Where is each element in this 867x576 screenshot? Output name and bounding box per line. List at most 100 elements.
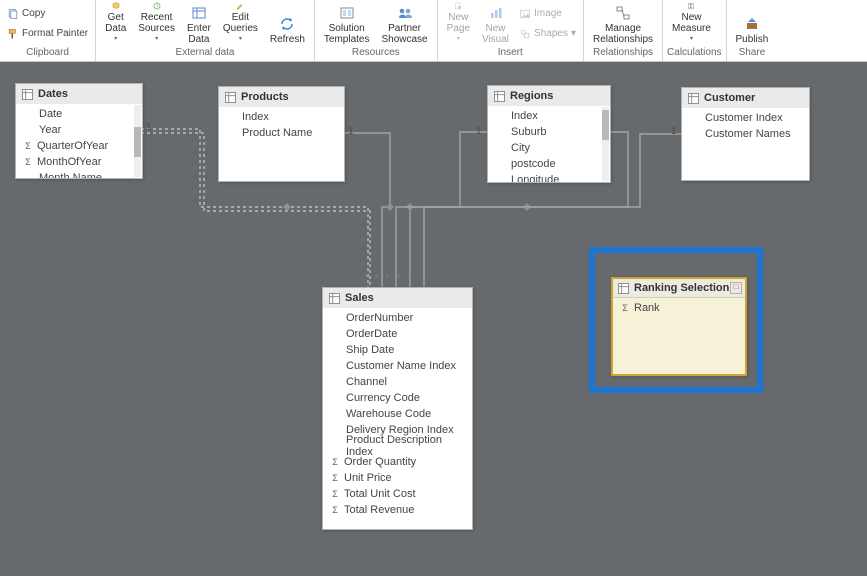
scrollbar[interactable]	[134, 105, 141, 177]
manage-relationships-button[interactable]: Manage Relationships	[588, 0, 658, 45]
field-row[interactable]: QuarterOfYear	[16, 138, 142, 154]
table-icon	[688, 93, 699, 104]
field-row[interactable]: Warehouse Code	[323, 406, 472, 422]
field-row[interactable]: Unit Price	[323, 470, 472, 486]
field-row[interactable]: Index	[488, 108, 610, 124]
recent-sources-button[interactable]: Recent Sources▾	[133, 0, 180, 45]
table-header[interactable]: Customer	[682, 88, 809, 108]
field-row[interactable]: Year	[16, 122, 142, 138]
field-name: Total Unit Cost	[342, 488, 416, 500]
table-ranking-selection[interactable]: Ranking Selection □ Rank	[611, 277, 747, 376]
table-customer[interactable]: Customer Customer IndexCustomer Names	[681, 87, 810, 181]
field-row[interactable]: Customer Name Index	[323, 358, 472, 374]
enter-data-button[interactable]: Enter Data	[182, 0, 216, 45]
field-row[interactable]: Customer Names	[682, 126, 809, 142]
maximize-icon[interactable]: □	[730, 282, 742, 294]
partner-showcase-icon	[397, 5, 413, 21]
field-row[interactable]: Month Name	[16, 170, 142, 178]
field-row[interactable]: Channel	[323, 374, 472, 390]
scrollbar[interactable]	[602, 107, 609, 181]
new-page-label: New Page	[447, 12, 470, 34]
field-row[interactable]: Product Description Index	[323, 438, 472, 454]
field-row[interactable]: postcode	[488, 156, 610, 172]
table-header[interactable]: Dates	[16, 84, 142, 104]
publish-button[interactable]: Publish	[731, 0, 774, 45]
solution-templates-button[interactable]: Solution Templates	[319, 0, 375, 45]
table-regions[interactable]: Regions IndexSuburbCitypostcode Longitude	[487, 85, 611, 183]
table-title: Sales	[345, 292, 374, 304]
ribbon-group-relationships: Manage Relationships Relationships	[584, 0, 663, 61]
table-icon	[494, 91, 505, 102]
manage-relationships-icon	[615, 5, 631, 21]
field-row[interactable]: MonthOfYear	[16, 154, 142, 170]
field-name: Total Revenue	[342, 504, 414, 516]
group-label-resources: Resources	[319, 45, 433, 61]
get-data-icon	[108, 2, 124, 10]
field-row[interactable]: City	[488, 140, 610, 156]
new-visual-icon	[488, 5, 504, 21]
table-sales[interactable]: Sales OrderNumberOrderDateShip DateCusto…	[322, 287, 473, 530]
field-row[interactable]: Suburb	[488, 124, 610, 140]
group-label-calculations: Calculations	[667, 45, 721, 61]
field-row[interactable]: Total Unit Cost	[323, 486, 472, 502]
shapes-button[interactable]: Shapes ▾	[519, 24, 576, 44]
dropdown-icon: ▾	[690, 34, 693, 45]
field-row[interactable]: Rank	[613, 300, 745, 316]
get-data-label: Get Data	[105, 12, 126, 34]
get-data-button[interactable]: Get Data▾	[100, 0, 131, 45]
image-button[interactable]: Image	[519, 4, 562, 24]
field-row[interactable]: OrderNumber	[323, 310, 472, 326]
table-header[interactable]: Sales	[323, 288, 472, 308]
partner-showcase-button[interactable]: Partner Showcase	[376, 0, 432, 45]
enter-data-label: Enter Data	[187, 23, 211, 45]
new-page-button[interactable]: New Page▾	[442, 0, 475, 45]
dropdown-icon: ▾	[571, 28, 576, 39]
ribbon-group-clipboard: Copy Format Painter Clipboard	[0, 0, 96, 61]
field-row[interactable]: OrderDate	[323, 326, 472, 342]
field-row[interactable]: Total Revenue	[323, 502, 472, 518]
copy-button[interactable]: Copy	[7, 4, 45, 24]
sigma-icon	[21, 157, 31, 167]
recent-sources-label: Recent Sources	[138, 12, 175, 34]
format-painter-label: Format Painter	[22, 28, 88, 39]
sigma-icon	[328, 457, 338, 467]
dropdown-icon: ▾	[155, 34, 158, 45]
field-row[interactable]: Product Name	[219, 125, 344, 141]
ribbon-group-resources: Solution Templates Partner Showcase Reso…	[315, 0, 438, 61]
table-products[interactable]: Products IndexProduct Name	[218, 86, 345, 182]
new-measure-button[interactable]: Σ New Measure▾	[667, 0, 716, 45]
field-name: Order Quantity	[342, 456, 416, 468]
group-label-relationships: Relationships	[588, 45, 658, 61]
solution-templates-icon	[339, 5, 355, 21]
table-title: Products	[241, 91, 289, 103]
table-icon	[22, 89, 33, 100]
table-header[interactable]: Products	[219, 87, 344, 107]
field-row[interactable]: Longitude	[488, 172, 610, 182]
field-row[interactable]: Customer Index	[682, 110, 809, 126]
table-dates[interactable]: Dates DateYear QuarterOfYear MonthOfYearMo…	[15, 83, 143, 179]
new-visual-button[interactable]: New Visual	[477, 0, 514, 45]
table-header[interactable]: Regions	[488, 86, 610, 106]
field-name: Longitude	[493, 174, 559, 182]
field-row[interactable]: Ship Date	[323, 342, 472, 358]
field-row[interactable]: Currency Code	[323, 390, 472, 406]
table-title: Ranking Selection	[634, 282, 729, 294]
format-painter-button[interactable]: Format Painter	[7, 24, 88, 44]
field-name: Warehouse Code	[328, 408, 431, 420]
field-list: Rank	[613, 298, 745, 318]
shapes-label: Shapes	[534, 28, 568, 39]
field-name: QuarterOfYear	[35, 140, 108, 152]
refresh-button[interactable]: Refresh	[265, 0, 310, 45]
field-name: Currency Code	[328, 392, 420, 404]
relationship-canvas[interactable]: Dates DateYear QuarterOfYear MonthOfYearMo…	[0, 62, 867, 576]
field-row[interactable]: Date	[16, 106, 142, 122]
field-name: Unit Price	[342, 472, 392, 484]
manage-relationships-label: Manage Relationships	[593, 23, 653, 45]
svg-text:Σ: Σ	[690, 4, 693, 10]
group-label-external: External data	[100, 45, 310, 61]
field-row[interactable]: Index	[219, 109, 344, 125]
edit-queries-button[interactable]: Edit Queries▾	[218, 0, 263, 45]
cardinality-label: * * * * *	[364, 273, 413, 284]
table-header[interactable]: Ranking Selection □	[613, 279, 745, 298]
field-list: DateYear QuarterOfYear MonthOfYearMonth Na…	[16, 104, 142, 178]
